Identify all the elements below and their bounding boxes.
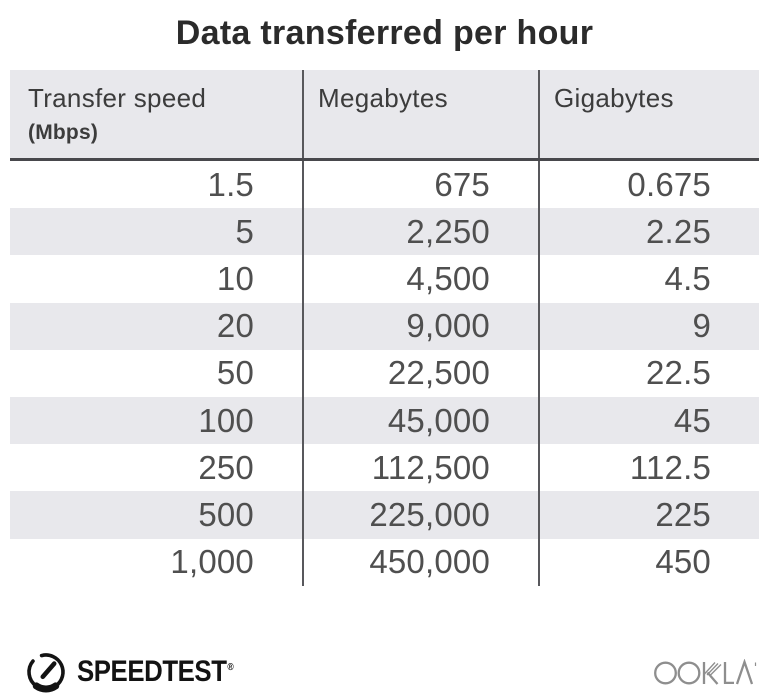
speedtest-label: SPEEDTEST (77, 655, 227, 688)
table-row: 20 9,000 9 (10, 302, 759, 350)
header-gigabytes: Gigabytes (538, 70, 759, 158)
table-row: 250 112,500 112.5 (10, 444, 759, 492)
table-row: 10 4,500 4.5 (10, 255, 759, 303)
cell-megabytes: 4,500 (302, 255, 538, 303)
speedtest-gauge-icon (27, 653, 65, 693)
table-row: 100 45,000 45 (10, 396, 759, 445)
cell-megabytes: 112,500 (302, 444, 538, 492)
page-title: Data transferred per hour (175, 14, 594, 52)
cell-gigabytes: 22.5 (538, 349, 759, 397)
header-transfer-speed-label: Transfer speed (28, 83, 207, 113)
table-row: 500 225,000 225 (10, 491, 759, 539)
cell-transfer-speed: 5 (235, 212, 254, 250)
table-row: 1.5 675 0.675 (10, 161, 759, 209)
table-header-row: Transfer speed (Mbps) Megabytes Gigabyte… (10, 70, 759, 161)
cell-transfer-speed: 1,000 (170, 543, 254, 581)
cell-gigabytes: 9 (538, 302, 759, 350)
cell-gigabytes: 450 (538, 538, 759, 586)
cell-megabytes: 45,000 (302, 396, 538, 445)
cell-megabytes: 450,000 (302, 538, 538, 586)
registered-trademark-icon: ® (227, 662, 234, 673)
cell-megabytes: 675 (302, 161, 538, 209)
cell-transfer-speed: 100 (198, 401, 254, 439)
header-transfer-speed: Transfer speed (Mbps) (10, 70, 302, 158)
header-gigabytes-label: Gigabytes (554, 83, 674, 113)
header-mbps-label: (Mbps) (28, 121, 99, 144)
cell-transfer-speed: 50 (216, 354, 254, 392)
table-row: 5 2,250 2.25 (10, 208, 759, 256)
speedtest-wordmark: SPEEDTEST® (77, 655, 234, 689)
cell-transfer-speed: 20 (216, 307, 254, 345)
table-row: 50 22,500 22.5 (10, 349, 759, 397)
table-body: 1.5 675 0.675 5 2,250 2.25 10 4,500 4.5 … (10, 161, 759, 586)
ookla-wordmark-icon (654, 658, 757, 685)
cell-transfer-speed: 1.5 (207, 165, 254, 203)
ookla-logo (654, 658, 758, 692)
cell-gigabytes: 0.675 (538, 161, 759, 209)
cell-megabytes: 22,500 (302, 349, 538, 397)
speedtest-logo: SPEEDTEST® (24, 650, 258, 694)
cell-gigabytes: 4.5 (538, 255, 759, 303)
cell-gigabytes: 2.25 (538, 208, 759, 256)
cell-megabytes: 225,000 (302, 491, 538, 539)
header-megabytes-label: Megabytes (318, 83, 448, 113)
cell-gigabytes: 225 (538, 491, 759, 539)
cell-gigabytes: 45 (538, 396, 759, 445)
cell-megabytes: 9,000 (302, 302, 538, 350)
data-table: Transfer speed (Mbps) Megabytes Gigabyte… (10, 70, 759, 586)
cell-transfer-speed: 250 (198, 448, 254, 486)
table-row: 1,000 450,000 450 (10, 538, 759, 586)
cell-transfer-speed: 500 (198, 495, 254, 533)
cell-megabytes: 2,250 (302, 208, 538, 256)
cell-transfer-speed: 10 (216, 259, 254, 297)
cell-gigabytes: 112.5 (538, 444, 759, 492)
header-megabytes: Megabytes (302, 70, 538, 158)
